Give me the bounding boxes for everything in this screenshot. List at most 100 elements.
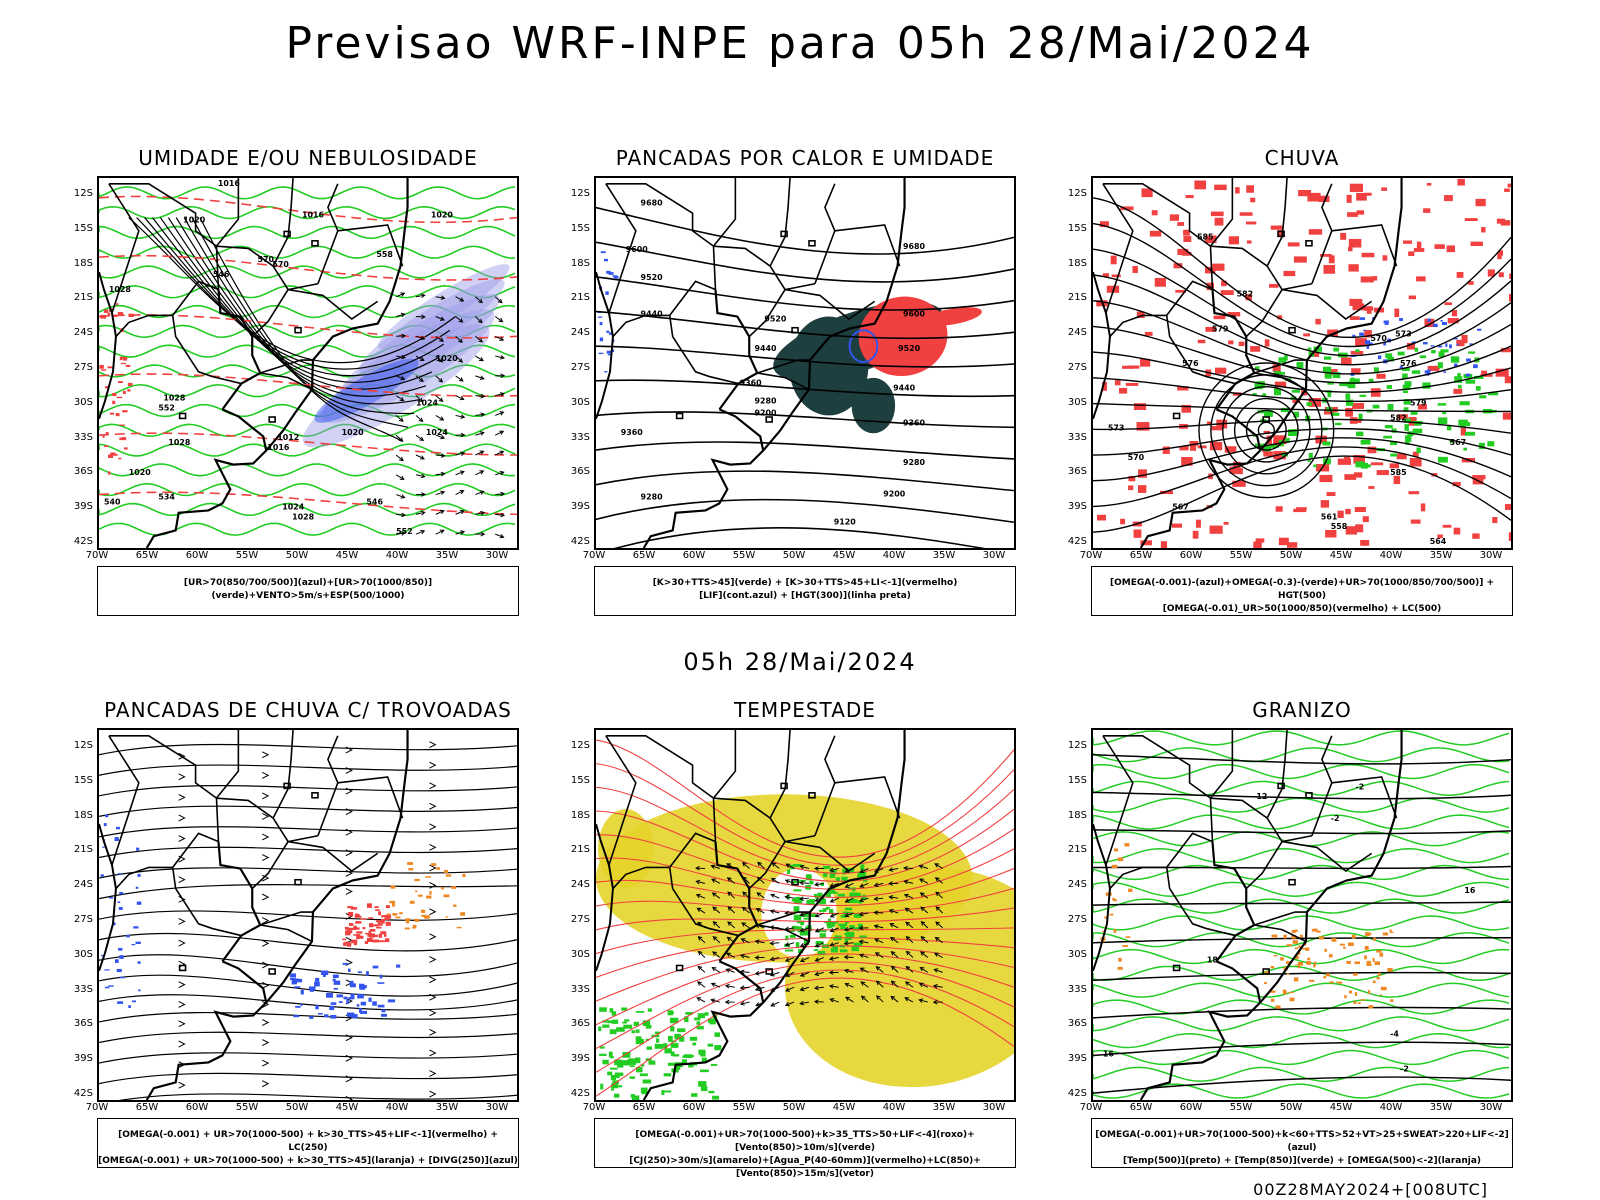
wind850-green <box>602 1020 611 1023</box>
stream-arrow <box>178 752 186 760</box>
lon-tick-label: 40W <box>882 1102 906 1113</box>
wind850-green <box>833 946 838 953</box>
wind850-green <box>667 1062 677 1066</box>
omega-ur-red <box>1318 195 1330 203</box>
omega-blue <box>1359 332 1365 336</box>
contour-label: 579 <box>1410 399 1427 408</box>
divg-blue <box>360 1010 368 1014</box>
orange-convection <box>441 887 444 890</box>
wind850-vector <box>813 985 824 991</box>
divg-blue <box>356 1004 360 1007</box>
stream-arrow <box>429 881 437 889</box>
wind850-vector <box>757 861 765 869</box>
omega-ur-red <box>1368 486 1375 489</box>
omega-ur-red <box>1197 339 1206 344</box>
panel-title: PANCADAS POR CALOR E UMIDADE <box>615 146 995 170</box>
lon-tick-label: 35W <box>932 1102 956 1113</box>
lat-tick-label: 39S <box>73 501 93 513</box>
wind-vector <box>415 510 426 516</box>
wind850-green <box>813 893 817 897</box>
state-border <box>668 867 739 937</box>
red-speckle <box>122 357 128 361</box>
omega500-orange <box>1324 948 1327 952</box>
wind850-green <box>667 1035 673 1042</box>
omega-blue <box>1440 319 1443 322</box>
wind850-green <box>714 1032 721 1037</box>
wind-vector <box>455 316 464 323</box>
omega-green <box>1323 458 1331 465</box>
omega-green <box>1327 381 1334 385</box>
wind850-vector <box>890 980 899 988</box>
lon-tick-label: 60W <box>185 1102 209 1113</box>
orange-convection <box>443 894 450 898</box>
red-speckle <box>128 313 134 317</box>
legend-line: [OMEGA(-0.001)+UR>70(1000-500)+k>35_TTS>… <box>635 1130 975 1153</box>
lat-tick-label: 33S <box>1067 983 1087 995</box>
omega-green <box>1437 362 1443 369</box>
orange-convection <box>425 915 430 919</box>
stream-arrow <box>178 917 186 925</box>
wind850-vector <box>920 906 929 914</box>
lake-outline <box>765 416 773 423</box>
omega-ur-red <box>1504 188 1510 192</box>
wind850-vector <box>741 862 750 869</box>
lon-tick-label: 55W <box>732 1102 756 1113</box>
lat-tick-label: 18S <box>73 257 93 269</box>
lif-speckle <box>605 291 609 295</box>
red-speckle <box>105 431 109 435</box>
contour-label: 558 <box>1331 522 1348 531</box>
lif-speckle <box>600 251 606 254</box>
lon-tick-label: 40W <box>1379 1102 1403 1113</box>
omega500-orange <box>1354 961 1361 965</box>
wind850-green <box>712 1095 720 1100</box>
red-speckle <box>110 452 116 456</box>
omega500-orange <box>1353 1001 1357 1004</box>
omega-ur-red <box>1496 218 1506 224</box>
lake-outline <box>178 412 187 420</box>
lc250-streamline <box>99 743 517 756</box>
divg-blue <box>342 962 349 965</box>
omega-green <box>1386 385 1393 389</box>
omega-ur-red <box>1323 264 1336 274</box>
red-convection <box>375 920 383 923</box>
state-border <box>1211 841 1256 963</box>
lon-tick-label: 70W <box>582 550 606 561</box>
omega-ur-red <box>1409 457 1422 467</box>
lon-tick-label: 60W <box>185 550 209 561</box>
wind850-green <box>670 1026 675 1032</box>
orange-convection <box>418 894 423 897</box>
state-border <box>108 735 140 866</box>
omega500-orange <box>1270 965 1275 969</box>
wind-vector <box>455 355 464 363</box>
divg-blue <box>317 1013 323 1015</box>
wind850-green <box>629 1058 635 1064</box>
stream-arrow <box>178 814 186 822</box>
thickness-contour <box>99 491 517 516</box>
contour-label: 9440 <box>754 344 777 353</box>
wind850-green <box>803 939 810 945</box>
state-border <box>605 735 717 868</box>
omega500-orange <box>1360 999 1366 1001</box>
orange-convection <box>392 913 398 916</box>
lon-tick-label: 50W <box>1279 1102 1303 1113</box>
thickness-contour <box>99 254 517 281</box>
hgt300-contour <box>596 411 1014 429</box>
contour-label: 1020 <box>436 354 459 363</box>
omega-ur-red <box>1370 388 1381 397</box>
omega-ur-red <box>1245 221 1257 225</box>
wind850-green <box>635 1036 641 1040</box>
lif-speckle <box>604 371 608 373</box>
wind850-green <box>845 921 849 924</box>
hgt500-contour <box>1093 248 1511 357</box>
divg-blue <box>315 1005 319 1010</box>
wind850-green <box>607 1071 613 1076</box>
state-border <box>1165 867 1236 937</box>
omega500-orange <box>1294 947 1299 950</box>
wind850-green <box>825 906 830 910</box>
lif-speckle <box>614 276 619 279</box>
omega-ur-red <box>1246 240 1252 244</box>
stream-arrow <box>429 782 437 790</box>
omega-ur-red <box>1328 255 1335 264</box>
orange-convection <box>445 916 448 918</box>
omega-ur-red <box>1307 192 1321 202</box>
